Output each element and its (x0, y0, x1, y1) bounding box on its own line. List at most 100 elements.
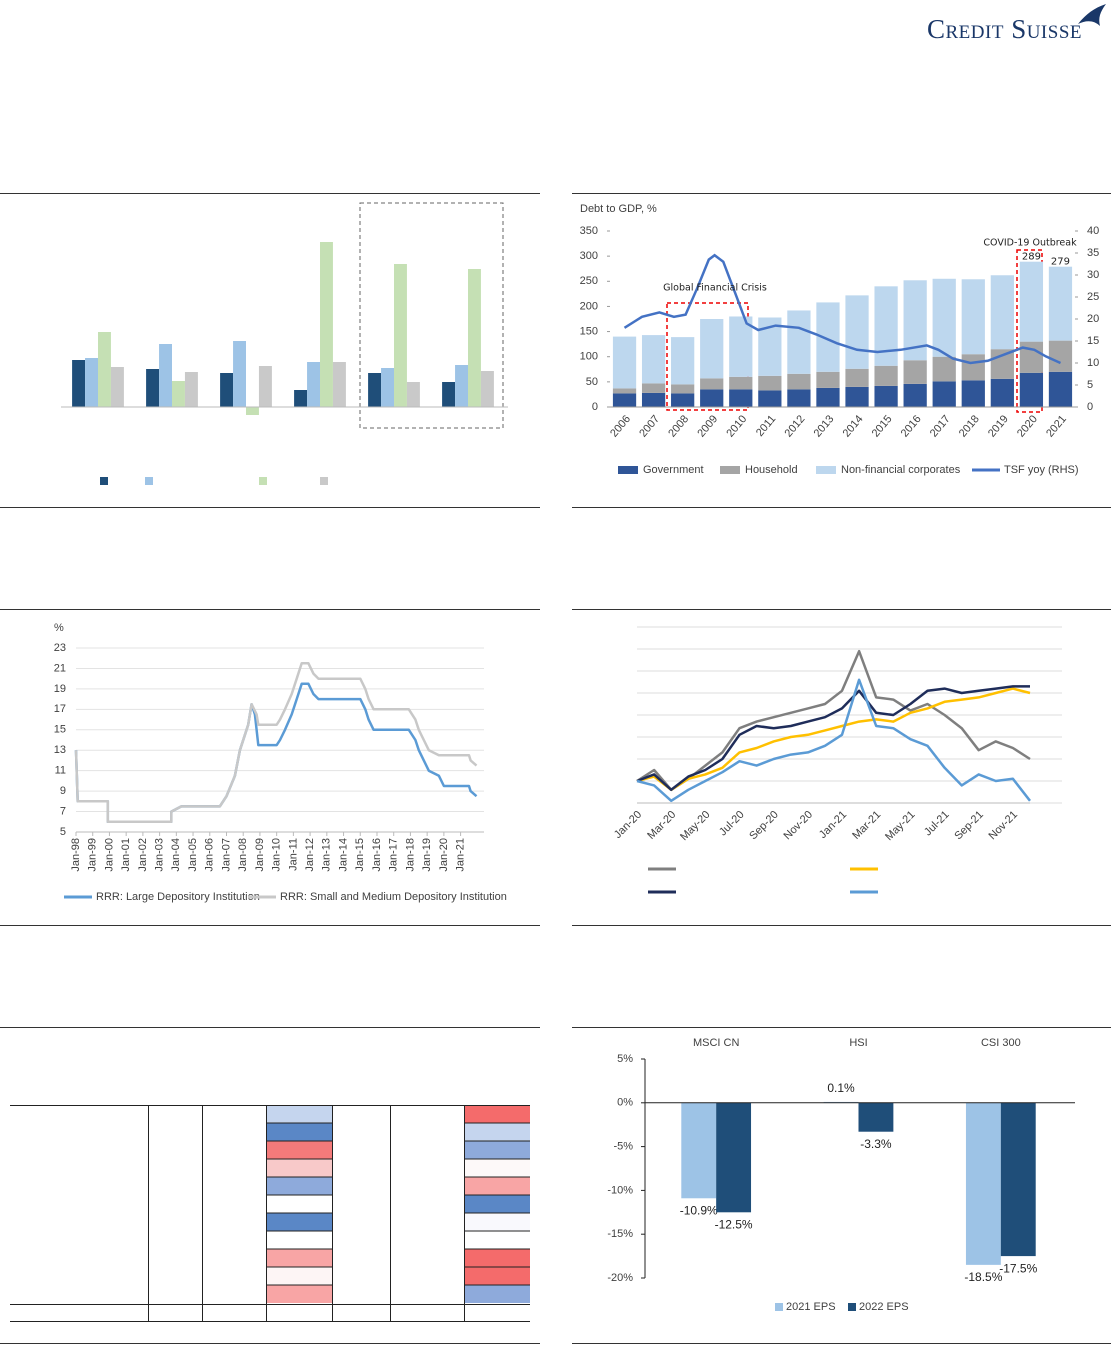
x-tick-label: Jan-00 (103, 838, 115, 872)
x-tick-label: Jan-98 (70, 838, 82, 872)
bar-segment (758, 317, 782, 376)
bar-segment (932, 356, 956, 382)
legend-label: Non-financial corporates (841, 464, 961, 476)
value-label: -3.3% (860, 1137, 892, 1151)
table-cell (464, 1267, 530, 1285)
bar-segment (729, 376, 753, 390)
value-label: 0.1% (827, 1081, 855, 1095)
category-label: CSI 300 (981, 1037, 1021, 1049)
bar (72, 360, 86, 407)
x-tick-label: Jan-07 (220, 838, 232, 872)
bar-segment (612, 388, 637, 394)
legend-label: RRR: Large Depository Institution (96, 891, 260, 903)
total-label: 289 (1022, 252, 1041, 263)
y-tick-label: 11 (55, 765, 66, 777)
line-series (623, 253, 1062, 365)
bar (716, 1102, 752, 1213)
bar-segment (700, 389, 724, 407)
bar-segment (845, 386, 869, 407)
bar (406, 382, 420, 407)
line-series (74, 682, 478, 824)
x-tick-label: Mar-21 (850, 809, 883, 842)
category-label: HSI (849, 1037, 867, 1049)
y-tick-label: 300 (580, 250, 598, 262)
highlight-box (359, 202, 504, 429)
bar (307, 362, 320, 407)
table-cell (464, 1177, 530, 1195)
bar (159, 344, 172, 407)
y2-tick-label: 25 (1087, 291, 1099, 303)
x-tick-label: 2012 (782, 413, 807, 439)
y2-tick-label: 15 (1087, 335, 1099, 347)
bar-segment (700, 378, 724, 390)
bar-segment (961, 354, 985, 381)
bar-segment (729, 389, 753, 407)
bar-segment (903, 383, 927, 407)
table-cell (266, 1141, 332, 1159)
line-series (74, 662, 478, 824)
y2-tick-label: 30 (1087, 269, 1099, 281)
x-tick-label: 2006 (608, 413, 633, 439)
legend-swatch (618, 466, 638, 474)
bar-segment (903, 360, 927, 384)
legend-swatch (816, 466, 836, 474)
logo-sail (1078, 4, 1106, 26)
x-tick-label: 2015 (870, 413, 895, 439)
x-tick-label: 2021 (1044, 413, 1069, 439)
y-tick-label: 350 (580, 225, 598, 237)
x-tick-label: Jan-21 (454, 838, 466, 872)
x-tick-label: Jan-04 (170, 838, 182, 872)
value-label: -12.5% (715, 1217, 753, 1231)
bar-segment (787, 373, 811, 390)
x-tick-label: Jan-19 (421, 838, 433, 872)
bar-segment (758, 375, 782, 391)
table-cell (464, 1123, 530, 1141)
bar-segment (1048, 371, 1073, 407)
x-tick-label: Jan-12 (304, 838, 316, 872)
legend-swatch (848, 1303, 856, 1311)
bar (468, 269, 481, 407)
x-tick-label: Jan-21 (817, 809, 849, 841)
bar-segment (874, 385, 898, 407)
x-tick-label: Jan-15 (354, 838, 366, 872)
x-tick-label: 2007 (637, 413, 662, 439)
bar (85, 358, 98, 407)
table-cell (464, 1159, 530, 1177)
bar (858, 1102, 894, 1132)
x-tick-label: Jan-13 (321, 838, 333, 872)
bar-segment (671, 393, 695, 407)
x-tick-label: 2011 (754, 413, 778, 439)
bar-segment (787, 389, 811, 407)
bar (172, 381, 185, 407)
value-label: -18.5% (964, 1270, 1002, 1284)
x-tick-label: Jan-99 (87, 838, 99, 872)
value-label: -17.5% (999, 1261, 1037, 1275)
legend-label: Government (643, 464, 704, 476)
bar-segment (641, 335, 666, 384)
bar (381, 368, 394, 407)
table-cell (266, 1159, 332, 1177)
bar-segment (845, 295, 869, 369)
legend-swatch (775, 1303, 783, 1311)
y-tick-label: 100 (580, 351, 598, 363)
x-tick-label: 2009 (695, 413, 720, 439)
bar (455, 365, 468, 407)
y2-tick-label: 10 (1087, 357, 1099, 369)
x-tick-label: 2014 (841, 413, 866, 439)
x-tick-label: Sep-20 (747, 809, 781, 843)
y-tick-label: 23 (54, 642, 66, 654)
x-tick-label: Sep-21 (952, 809, 986, 843)
y2-tick-label: 40 (1087, 225, 1099, 237)
y-tick-label: 0 (592, 401, 598, 413)
bar (220, 373, 234, 407)
y2-tick-label: 5 (1087, 379, 1093, 391)
y-tick-label: 21 (54, 662, 66, 674)
x-tick-label: Jul-21 (922, 809, 952, 839)
x-tick-label: 2020 (1015, 413, 1040, 439)
table-cell (266, 1105, 332, 1123)
y-axis-title: % (54, 622, 64, 634)
table-cell (464, 1249, 530, 1267)
x-tick-label: Jan-03 (154, 838, 166, 872)
